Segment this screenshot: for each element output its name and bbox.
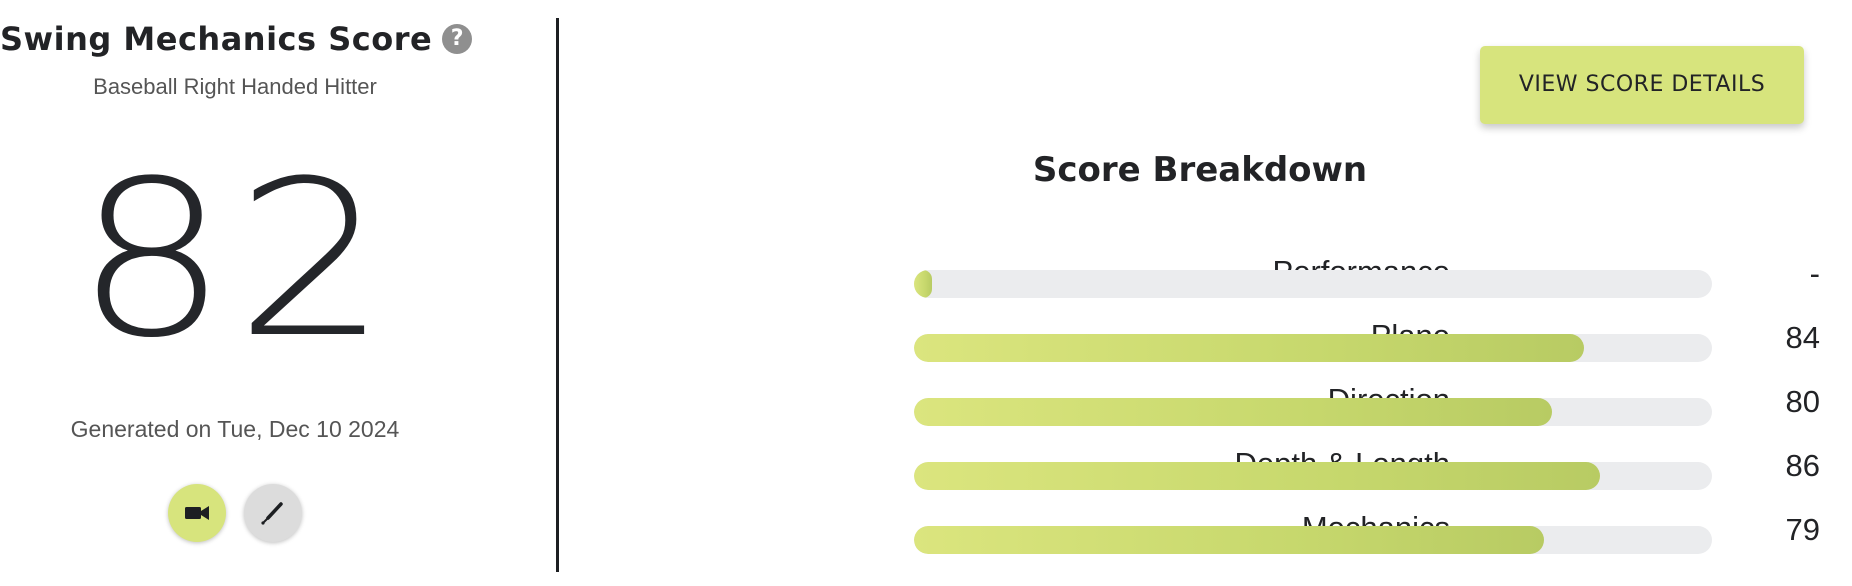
title-row: Swing Mechanics Score? <box>0 20 473 58</box>
overall-score: 82 <box>75 134 395 385</box>
breakdown-row-depth-length: Depth & Length 86 <box>600 442 1830 506</box>
breakdown-bar-fill <box>914 270 932 298</box>
breakdown-row-performance: Performance - <box>600 250 1830 314</box>
score-breakdown-title: Score Breakdown <box>1032 150 1368 190</box>
video-camera-icon <box>185 506 209 520</box>
breakdown-bar-track <box>914 526 1712 554</box>
breakdown-value: 84 <box>1785 320 1820 355</box>
score-breakdown-list: Performance - Plane 84 Direction 80 Dept… <box>600 250 1830 570</box>
breakdown-bar-fill <box>914 398 1552 426</box>
breakdown-row-direction: Direction 80 <box>600 378 1830 442</box>
view-score-details-button[interactable]: VIEW SCORE DETAILS <box>1480 46 1804 124</box>
breakdown-bar-fill <box>914 526 1544 554</box>
breakdown-bar-track <box>914 334 1712 362</box>
score-summary-panel: Swing Mechanics Score? Baseball Right Ha… <box>0 0 556 586</box>
breakdown-bar-track <box>914 398 1712 426</box>
breakdown-value: 79 <box>1785 512 1820 547</box>
baseball-bat-icon <box>261 502 283 525</box>
breakdown-value: 86 <box>1785 448 1820 483</box>
breakdown-bar-track <box>914 462 1712 490</box>
panel-divider <box>556 18 559 572</box>
breakdown-bar-fill <box>914 334 1584 362</box>
video-button[interactable] <box>168 484 226 542</box>
page-title: Swing Mechanics Score <box>0 20 433 58</box>
breakdown-bar-fill <box>914 462 1600 490</box>
generated-date: Generated on Tue, Dec 10 2024 <box>70 416 400 442</box>
breakdown-value: 80 <box>1785 384 1820 419</box>
bat-button[interactable] <box>244 484 302 542</box>
breakdown-value: - <box>1809 256 1820 291</box>
question-circle-icon[interactable]: ? <box>442 24 473 54</box>
hitter-type-subtitle: Baseball Right Handed Hitter <box>93 74 377 99</box>
breakdown-row-plane: Plane 84 <box>600 314 1830 378</box>
action-buttons <box>168 484 304 544</box>
breakdown-row-mechanics: Mechanics 79 <box>600 506 1830 570</box>
breakdown-bar-track <box>914 270 1712 298</box>
